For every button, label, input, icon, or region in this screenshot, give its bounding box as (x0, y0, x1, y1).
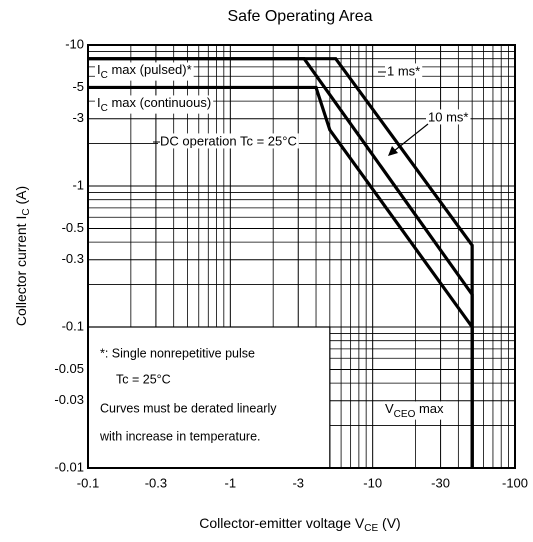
label-rest: max (continuous) (108, 95, 211, 110)
y-tick-label: -0.5 (62, 220, 84, 235)
chart-title: Safe Operating Area (228, 8, 373, 25)
annotation-bg (95, 95, 214, 114)
label-rest: (V) (378, 515, 401, 531)
y-tick-label: -0.01 (54, 459, 84, 474)
y-tick-label: -3 (72, 110, 84, 125)
label-rest: (A) (13, 186, 29, 209)
note-line: with increase in temperature. (99, 429, 261, 443)
label-main: V (385, 401, 394, 416)
sao-curve (88, 85, 474, 468)
y-tick-label: -10 (65, 36, 84, 51)
plot-frame (87, 44, 516, 469)
series-label: DC operation Tc = 25°C (160, 133, 297, 148)
note-line: *: Single nonrepetitive pulse (100, 346, 255, 360)
label-sub: C (101, 70, 108, 81)
x-tick-label: -3 (292, 475, 304, 490)
series-label: 10 ms* (428, 109, 468, 124)
y-tick-label: -5 (72, 79, 84, 94)
label-main: I (97, 62, 101, 77)
annotation-bg (95, 62, 194, 81)
y-tick-label: -0.1 (62, 318, 84, 333)
label-rest: max (415, 401, 444, 416)
series-label-bg (426, 109, 471, 125)
x-tick-label: -0.1 (77, 475, 99, 490)
annotation-bg (383, 401, 447, 420)
annotation: VCEO max (385, 401, 444, 419)
note-line: Curves must be derated linearly (100, 401, 277, 415)
x-tick-label: -1 (225, 475, 237, 490)
label-main: Collector-emitter voltage V (199, 515, 365, 531)
label-rest: max (pulsed)* (108, 62, 192, 77)
y-tick-label: -0.3 (62, 251, 84, 266)
label-sub: C (21, 208, 32, 215)
series-label: 1 ms* (387, 63, 420, 78)
series-label-bg (385, 63, 423, 79)
label-sub: CE (364, 523, 378, 534)
label-sub: C (101, 103, 108, 114)
x-axis-label: Collector-emitter voltage VCE (V) (199, 515, 400, 534)
label-sub: CEO (394, 409, 416, 420)
note-line: Tc = 25°C (116, 372, 171, 386)
arrow-head (388, 146, 398, 156)
y-axis-label: Collector current IC (A) (13, 186, 32, 326)
annotation: IC max (pulsed)* (97, 62, 192, 80)
leader-line (393, 123, 429, 152)
x-tick-label: -30 (431, 475, 450, 490)
series-label-bg (158, 133, 299, 149)
x-tick-label: -10 (363, 475, 382, 490)
label-main: Collector current I (13, 216, 29, 326)
annotation: IC max (continuous) (97, 95, 211, 113)
x-tick-label: -0.3 (145, 475, 167, 490)
x-tick-label: -100 (502, 475, 528, 490)
y-tick-label: -0.03 (54, 392, 84, 407)
y-tick-label: -1 (72, 177, 84, 192)
y-tick-label: -0.05 (54, 361, 84, 376)
label-main: I (97, 95, 101, 110)
